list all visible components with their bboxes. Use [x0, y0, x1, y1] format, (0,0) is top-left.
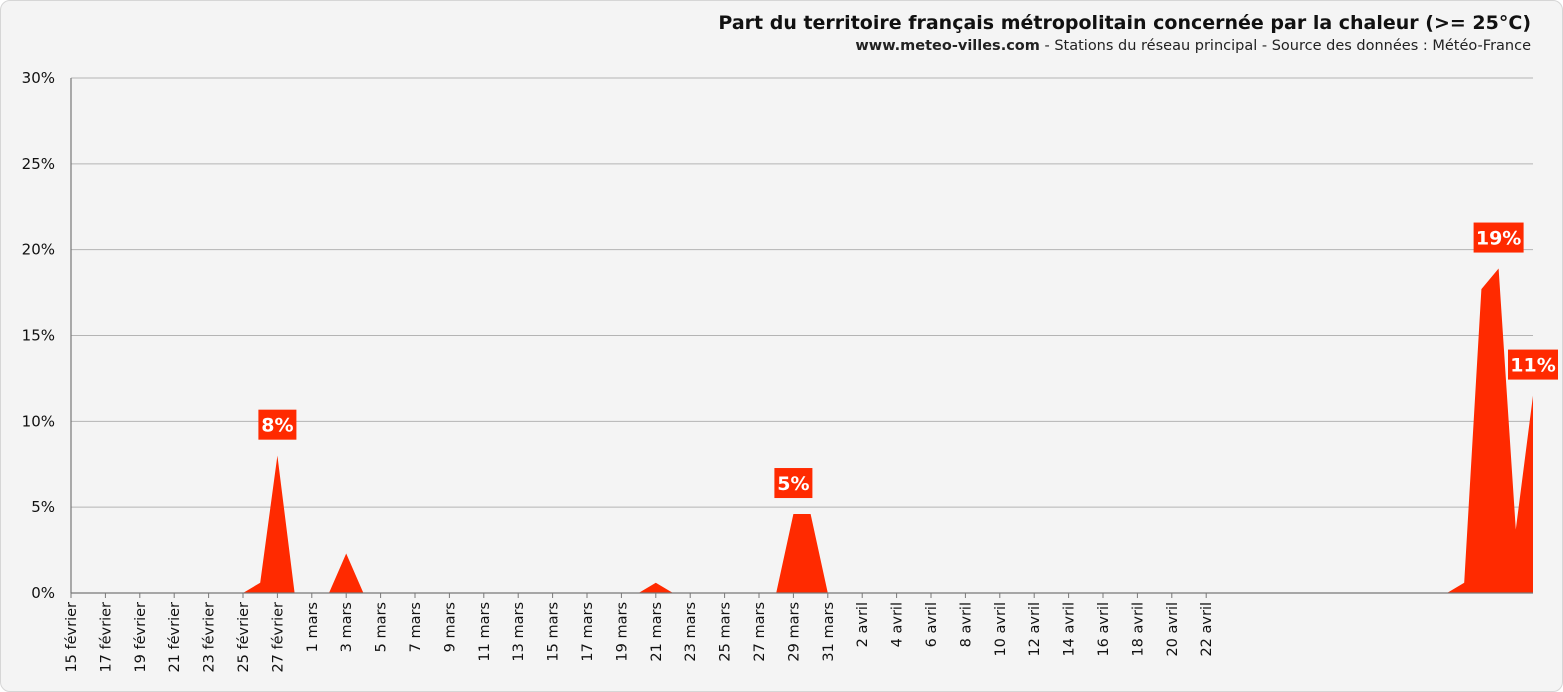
data-label: 8%	[261, 415, 293, 437]
x-tick-label: 18 avril	[1130, 602, 1146, 657]
y-tick-label: 15%	[22, 327, 55, 345]
x-tick-label: 3 mars	[339, 602, 355, 652]
x-tick-label: 21 février	[167, 602, 183, 673]
x-tick-label: 7 mars	[408, 602, 424, 652]
x-tick-label: 23 mars	[683, 602, 699, 662]
x-tick-label: 1 mars	[305, 602, 321, 652]
x-tick-label: 12 avril	[1027, 602, 1043, 657]
x-tick-label: 20 avril	[1165, 602, 1181, 657]
x-tick-label: 25 mars	[718, 602, 734, 662]
data-label: 19%	[1476, 228, 1521, 250]
x-tick-label: 11 mars	[477, 602, 493, 662]
y-tick-label: 25%	[22, 155, 55, 173]
data-label-box	[1473, 222, 1524, 253]
x-tick-label: 25 février	[236, 602, 252, 673]
y-tick-label: 20%	[22, 241, 55, 259]
x-tick-label: 21 mars	[649, 602, 665, 662]
x-tick-label: 17 février	[98, 602, 114, 673]
x-tick-label: 19 mars	[614, 602, 630, 662]
chart-title: Part du territoire français métropolitai…	[718, 12, 1531, 34]
series-area	[71, 268, 1533, 593]
x-tick-label: 13 mars	[511, 602, 527, 662]
x-tick-label: 27 mars	[752, 602, 768, 662]
x-tick-label: 8 avril	[958, 602, 974, 647]
x-tick-label: 22 avril	[1199, 602, 1215, 657]
data-label-box	[1508, 349, 1558, 380]
y-tick-label: 30%	[22, 69, 55, 87]
y-tick-label: 5%	[31, 498, 55, 516]
y-tick-label: 0%	[31, 584, 55, 602]
x-tick-label: 23 février	[202, 602, 218, 673]
x-tick-label: 10 avril	[993, 602, 1009, 657]
chart-subtitle: www.meteo-villes.com - Stations du résea…	[855, 38, 1531, 54]
x-tick-label: 15 février	[64, 602, 80, 673]
x-tick-label: 27 février	[270, 602, 286, 673]
y-tick-label: 10%	[22, 412, 55, 430]
x-tick-label: 17 mars	[580, 602, 596, 662]
x-tick-label: 29 mars	[786, 602, 802, 662]
x-tick-label: 15 mars	[546, 602, 562, 662]
x-tick-label: 14 avril	[1062, 602, 1078, 657]
subtitle-site: www.meteo-villes.com	[855, 38, 1040, 54]
x-tick-label: 5 mars	[374, 602, 390, 652]
subtitle-source: - Stations du réseau principal - Source …	[1039, 38, 1531, 54]
data-label: 5%	[777, 473, 809, 495]
x-tick-label: 31 mars	[821, 602, 837, 662]
x-tick-label: 19 février	[133, 602, 149, 673]
x-tick-label: 4 avril	[890, 602, 906, 647]
data-label-box	[258, 409, 297, 440]
data-label-box	[774, 468, 813, 499]
x-tick-label: 16 avril	[1096, 602, 1112, 657]
x-tick-label: 2 avril	[855, 602, 871, 647]
x-tick-label: 9 mars	[442, 602, 458, 652]
data-label: 11%	[1510, 355, 1555, 377]
x-tick-label: 6 avril	[924, 602, 940, 647]
